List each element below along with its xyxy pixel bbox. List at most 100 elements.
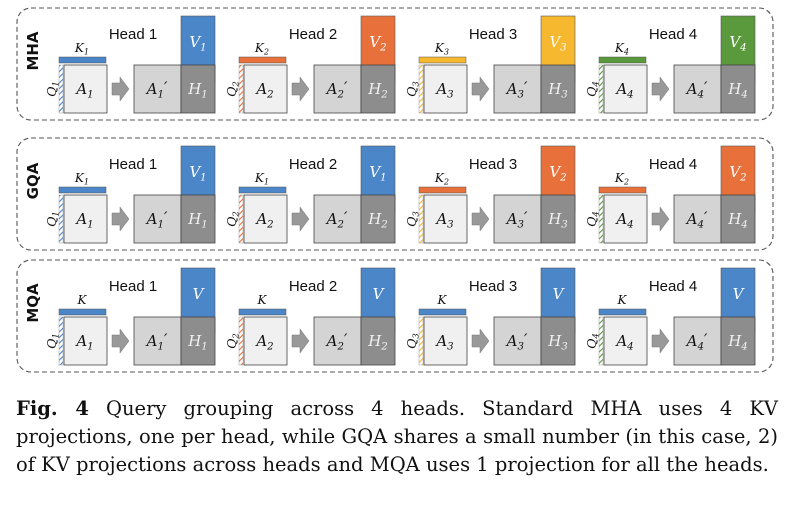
value-label: V2 bbox=[729, 163, 746, 183]
attention-box bbox=[63, 194, 108, 244]
attention-box bbox=[603, 316, 648, 366]
key-label: K bbox=[77, 293, 88, 307]
attention-label: A4 bbox=[614, 332, 633, 352]
output-label: H4 bbox=[727, 210, 748, 230]
arrow-icon bbox=[471, 206, 490, 232]
output-label: H3 bbox=[547, 80, 568, 100]
head-group: Head 1 V K Q1 A1 A1′ H1 bbox=[44, 267, 216, 366]
query-label: Q3 bbox=[404, 211, 422, 227]
arrow-icon bbox=[111, 76, 130, 102]
output-box bbox=[540, 316, 576, 366]
softmax-box bbox=[493, 316, 542, 366]
attention-label: A2 bbox=[254, 80, 273, 100]
head-title: Head 4 bbox=[649, 26, 697, 43]
attention-label: A3 bbox=[434, 80, 453, 100]
value-label: V1 bbox=[189, 163, 206, 183]
softmax-label: A1′ bbox=[145, 330, 168, 352]
head-group: Head 3 V K Q3 A3 A3′ H3 bbox=[404, 267, 576, 366]
value-label: V1 bbox=[189, 33, 206, 53]
head-group: Head 2 V K Q2 A2 A2′ H2 bbox=[224, 267, 396, 366]
output-box bbox=[540, 64, 576, 114]
value-label: V bbox=[553, 285, 566, 303]
attention-box bbox=[243, 194, 288, 244]
output-box bbox=[720, 64, 756, 114]
head-group: Head 3 V3 K3 Q3 A3 A3′ H3 bbox=[404, 15, 576, 114]
query-label: Q1 bbox=[44, 211, 62, 227]
key-label: K2 bbox=[434, 171, 449, 187]
output-label: H2 bbox=[367, 80, 388, 100]
softmax-label: A4′ bbox=[685, 330, 708, 352]
key-label: K bbox=[257, 293, 268, 307]
attention-box bbox=[423, 316, 468, 366]
output-box bbox=[180, 194, 216, 244]
head-group: Head 1 V1 K1 Q1 A1 A1′ H1 bbox=[44, 15, 216, 114]
key-label: K bbox=[617, 293, 628, 307]
query-label: Q4 bbox=[584, 333, 602, 349]
attention-label: A4 bbox=[614, 210, 633, 230]
attention-label: A1 bbox=[74, 80, 93, 100]
output-box bbox=[360, 194, 396, 244]
output-box bbox=[720, 194, 756, 244]
arrow-icon bbox=[651, 206, 670, 232]
attention-box bbox=[63, 64, 108, 114]
query-strip bbox=[598, 194, 604, 244]
arrow-icon bbox=[471, 76, 490, 102]
output-label: H1 bbox=[187, 210, 208, 230]
head-title: Head 2 bbox=[289, 156, 337, 173]
query-label: Q1 bbox=[44, 81, 62, 97]
softmax-box bbox=[313, 194, 362, 244]
row-container bbox=[16, 137, 774, 251]
softmax-label: A4′ bbox=[685, 78, 708, 100]
row-container bbox=[16, 259, 774, 373]
query-label: Q1 bbox=[44, 333, 62, 349]
softmax-label: A3′ bbox=[505, 78, 528, 100]
softmax-box bbox=[673, 64, 722, 114]
value-label: V1 bbox=[369, 163, 386, 183]
head-group: Head 4 V4 K4 Q4 A4 A4′ H4 bbox=[584, 15, 756, 114]
head-group: Head 3 V2 K2 Q3 A3 A3′ H3 bbox=[404, 145, 576, 244]
head-group: Head 4 V K Q4 A4 A4′ H4 bbox=[584, 267, 756, 366]
query-label: Q4 bbox=[584, 81, 602, 97]
softmax-box bbox=[673, 316, 722, 366]
key-label: K1 bbox=[74, 171, 89, 187]
key-label: K3 bbox=[434, 41, 449, 57]
softmax-label: A1′ bbox=[145, 78, 168, 100]
key-bar bbox=[418, 56, 467, 64]
arrow-icon bbox=[111, 328, 130, 354]
softmax-box bbox=[313, 64, 362, 114]
arrow-icon bbox=[291, 76, 310, 102]
output-label: H1 bbox=[187, 80, 208, 100]
arrow-icon bbox=[651, 76, 670, 102]
softmax-label: A2′ bbox=[325, 208, 348, 230]
query-strip bbox=[58, 316, 64, 366]
head-group: Head 2 V1 K1 Q2 A2 A2′ H2 bbox=[224, 145, 396, 244]
head-title: Head 4 bbox=[649, 156, 697, 173]
attention-box bbox=[243, 316, 288, 366]
output-box bbox=[360, 316, 396, 366]
output-label: H1 bbox=[187, 332, 208, 352]
key-label: K1 bbox=[74, 41, 89, 57]
figure-caption: Fig. 4 Query grouping across 4 heads. St… bbox=[16, 395, 778, 479]
output-label: H4 bbox=[727, 80, 748, 100]
head-group: Head 4 V2 K2 Q4 A4 A4′ H4 bbox=[584, 145, 756, 244]
attention-box bbox=[423, 194, 468, 244]
head-title: Head 2 bbox=[289, 26, 337, 43]
softmax-box bbox=[133, 316, 182, 366]
attention-label: A3 bbox=[434, 210, 453, 230]
output-box bbox=[180, 64, 216, 114]
softmax-box bbox=[493, 194, 542, 244]
key-bar bbox=[58, 186, 107, 194]
row-label: MHA bbox=[24, 31, 42, 70]
query-label: Q2 bbox=[224, 211, 242, 227]
output-label: H3 bbox=[547, 210, 568, 230]
head-title: Head 4 bbox=[649, 278, 697, 295]
output-box bbox=[540, 194, 576, 244]
query-label: Q4 bbox=[584, 211, 602, 227]
query-strip bbox=[58, 194, 64, 244]
key-bar bbox=[418, 186, 467, 194]
attention-label: A1 bbox=[74, 210, 93, 230]
key-bar bbox=[58, 56, 107, 64]
